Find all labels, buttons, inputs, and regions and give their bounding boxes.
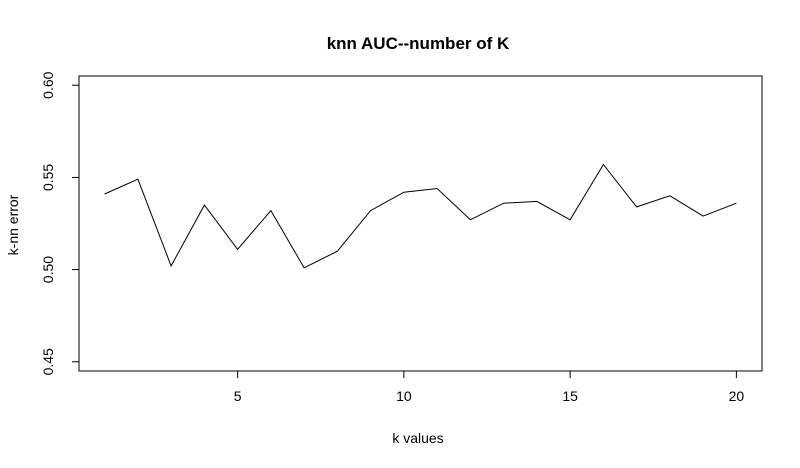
y-axis-label: k-nn error <box>5 194 21 255</box>
x-tick-label: 15 <box>562 388 578 404</box>
y-tick-label: 0.50 <box>40 256 56 283</box>
chart-title: knn AUC--number of K <box>327 34 510 53</box>
x-tick-label: 10 <box>396 388 412 404</box>
x-tick-label: 5 <box>234 388 242 404</box>
series-group <box>104 163 737 269</box>
plot-area <box>78 75 763 372</box>
x-axis-label: k values <box>392 430 443 446</box>
x-axis: 5 10 15 20 <box>234 370 745 404</box>
y-tick-label: 0.60 <box>40 71 56 98</box>
y-axis: 0.45 0.50 0.55 0.60 <box>40 71 80 375</box>
y-tick-label: 0.45 <box>40 348 56 375</box>
y-tick-label: 0.55 <box>40 164 56 191</box>
series-line <box>104 163 737 269</box>
x-tick-label: 20 <box>729 388 745 404</box>
